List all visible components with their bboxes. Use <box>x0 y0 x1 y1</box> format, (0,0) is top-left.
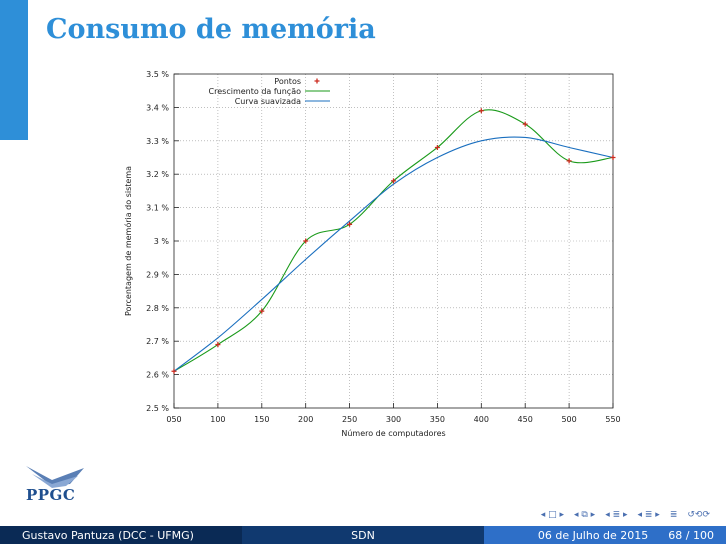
slide-title: Consumo de memória <box>46 14 376 45</box>
nav-appendix-icon[interactable]: ≣ <box>669 510 678 520</box>
x-tick-label: 350 <box>430 415 445 424</box>
nav-frame-icon[interactable]: ◂ □ ▸ <box>540 510 565 520</box>
x-tick-label: 500 <box>561 415 576 424</box>
data-point <box>391 178 396 184</box>
nav-section-icon[interactable]: ◂ ≣ ▸ <box>605 510 628 520</box>
data-point <box>434 144 440 150</box>
series-line <box>173 136 614 372</box>
series-layer <box>171 108 616 374</box>
y-tick-label: 3.2 % <box>146 170 169 179</box>
data-point <box>259 308 265 314</box>
y-tick-label: 2.5 % <box>146 404 169 413</box>
memory-consumption-chart: 050 100 150 200 250 300 350 400 450 500 550 2.5 % 2.… <box>123 70 621 438</box>
legend-swatch <box>314 78 320 84</box>
axis-ticks: 050 100 150 200 250 300 350 400 450 500 550 2.5 % 2.… <box>146 70 621 424</box>
x-tick-label: 550 <box>605 415 620 424</box>
footer-short-title: SDN <box>242 526 484 544</box>
data-point <box>522 121 528 127</box>
y-tick-label: 2.8 % <box>146 304 169 313</box>
y-tick-label: 3.1 % <box>146 204 169 213</box>
x-tick-label: 100 <box>210 415 225 424</box>
y-tick-label: 3 % <box>154 237 170 246</box>
footer-date: 06 de Julho de 2015 <box>537 528 649 542</box>
data-point <box>215 342 221 348</box>
y-tick-label: 2.7 % <box>146 337 169 346</box>
footer-right: 06 de Julho de 2015 68 / 100 <box>484 526 726 544</box>
data-point <box>566 158 572 164</box>
x-axis-label: Número de computadores <box>341 429 445 438</box>
data-point <box>610 155 616 160</box>
nav-search-back-icon[interactable]: ↺⟲⟳ <box>687 510 710 520</box>
accent-bar <box>0 0 28 140</box>
data-point <box>303 238 309 244</box>
nav-subsection-icon[interactable]: ◂ ⧉ ▸ <box>574 510 596 520</box>
x-tick-label: 300 <box>386 415 401 424</box>
footer-author: Gustavo Pantuza (DCC - UFMG) <box>0 526 242 544</box>
y-tick-label: 2.6 % <box>146 371 169 380</box>
data-point <box>478 108 484 114</box>
x-tick-label: 450 <box>518 415 533 424</box>
footer: Gustavo Pantuza (DCC - UFMG) SDN 06 de J… <box>0 526 726 544</box>
legend-label: Crescimento da função <box>209 87 302 96</box>
legend-label: Pontos <box>274 77 301 86</box>
x-tick-label: 150 <box>254 415 269 424</box>
y-tick-label: 3.4 % <box>146 103 169 112</box>
y-tick-label: 2.9 % <box>146 270 169 279</box>
y-axis-label: Porcentagem de memória do sistema <box>123 166 133 316</box>
y-tick-label: 3.5 % <box>146 70 169 79</box>
legend-label: Curva suavizada <box>235 97 301 106</box>
logo-text: PPGC <box>26 486 76 504</box>
x-tick-label: 050 <box>166 415 181 424</box>
grid-lines <box>174 74 613 408</box>
y-tick-label: 3.3 % <box>146 137 169 146</box>
x-tick-label: 250 <box>342 415 357 424</box>
footer-page-number: 68 / 100 <box>668 528 714 542</box>
data-point <box>171 368 177 374</box>
x-tick-label: 400 <box>474 415 489 424</box>
data-point <box>347 221 353 227</box>
ppgc-logo-icon <box>26 466 84 488</box>
nav-section-next-icon[interactable]: ◂ ≣ ▸ <box>637 510 660 520</box>
x-tick-label: 200 <box>298 415 313 424</box>
navigation-controls: ◂ □ ▸ ◂ ⧉ ▸ ◂ ≣ ▸ ◂ ≣ ▸ ≣ ↺⟲⟳ <box>541 508 710 522</box>
